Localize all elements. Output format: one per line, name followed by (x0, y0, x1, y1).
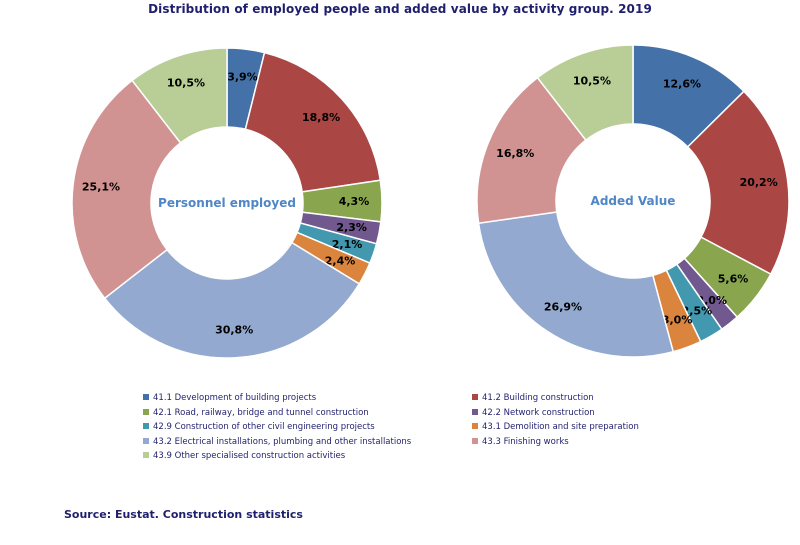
legend-swatch-5 (472, 423, 478, 429)
data-label-added-value-4: 2,5% (682, 304, 713, 317)
slice-added-value-6 (477, 211, 675, 358)
source-note: Source: Eustat. Construction statistics (64, 508, 303, 521)
legend-item-4: 42.9 Construction of other civil enginee… (143, 422, 375, 432)
slice-personnel-1 (244, 51, 382, 193)
legend-label-5: 43.1 Demolition and site preparation (482, 422, 639, 432)
data-label-added-value-0: 12,6% (663, 77, 701, 90)
legend-swatch-6 (143, 437, 149, 444)
data-label-added-value-1: 20,2% (740, 176, 778, 189)
slice-personnel-7 (71, 79, 182, 300)
data-label-added-value-2: 5,6% (718, 273, 749, 286)
legend-label-4: 42.9 Construction of other civil enginee… (153, 422, 375, 432)
legend-swatch-3 (472, 408, 478, 415)
center-label-personnel: Personnel employed (158, 196, 296, 210)
legend-item-2: 42.1 Road, railway, bridge and tunnel co… (143, 408, 369, 418)
legend-item-7: 43.3 Finishing works (472, 437, 569, 447)
data-label-added-value-7: 16,8% (496, 147, 534, 160)
data-label-personnel-1: 18,8% (302, 111, 340, 124)
slice-added-value-1 (686, 90, 790, 276)
data-label-personnel-5: 2,4% (325, 254, 356, 267)
legend-swatch-4 (143, 423, 149, 429)
data-label-added-value-8: 10,5% (573, 74, 611, 87)
slice-personnel-6 (103, 241, 361, 359)
data-label-personnel-7: 25,1% (82, 181, 120, 194)
legend-label-2: 42.1 Road, railway, bridge and tunnel co… (153, 407, 369, 418)
legend-item-3: 42.2 Network construction (472, 408, 595, 418)
legend-item-6: 43.2 Electrical installations, plumbing … (143, 437, 411, 447)
legend-swatch-1 (472, 394, 478, 400)
donut-added-value: 12,6%20,2%5,6%2,0%2,5%3,0%26,9%16,8%10,5… (476, 44, 790, 358)
chart-title: Distribution of employed people and adde… (148, 2, 652, 16)
data-label-added-value-5: 3,0% (662, 314, 693, 327)
legend-swatch-8 (143, 452, 149, 458)
data-label-personnel-3: 2,3% (336, 221, 367, 234)
legend-item-0: 41.1 Development of building projects (143, 393, 316, 403)
legend-label-0: 41.1 Development of building projects (153, 393, 317, 403)
data-label-added-value-6: 26,9% (544, 300, 582, 313)
legend-item-8: 43.9 Other specialised construction acti… (143, 451, 345, 461)
legend-label-3: 42.2 Network construction (482, 407, 595, 418)
legend-label-6: 43.2 Electrical installations, plumbing … (153, 436, 412, 447)
legend-swatch-0 (143, 394, 149, 400)
data-label-personnel-6: 30,8% (215, 323, 253, 336)
legend: 41.1 Development of building projects 41.… (143, 393, 639, 461)
legend-label-1: 41.2 Building construction (482, 393, 594, 403)
data-label-personnel-0: 3,9% (227, 70, 258, 83)
data-label-personnel-4: 2,1% (332, 238, 363, 251)
legend-swatch-7 (472, 437, 478, 444)
data-label-personnel-2: 4,3% (339, 195, 370, 208)
donut-personnel: 3,9% 18,8% 4,3% 2,3% 2,1% 2,4% 30,8% 25,1% 10,5%… (71, 47, 383, 359)
legend-label-7: 43.3 Finishing works (482, 436, 569, 447)
legend-label-8: 43.9 Other specialised construction acti… (153, 451, 346, 461)
data-label-personnel-8: 10,5% (167, 76, 205, 89)
slice-personnel-8 (131, 47, 228, 144)
legend-item-1: 41.2 Building construction (472, 393, 594, 403)
legend-item-5: 43.1 Demolition and site preparation (472, 422, 639, 432)
slice-added-value-8 (536, 44, 634, 142)
center-label-added-value: Added Value (591, 194, 676, 208)
legend-swatch-2 (143, 408, 149, 415)
